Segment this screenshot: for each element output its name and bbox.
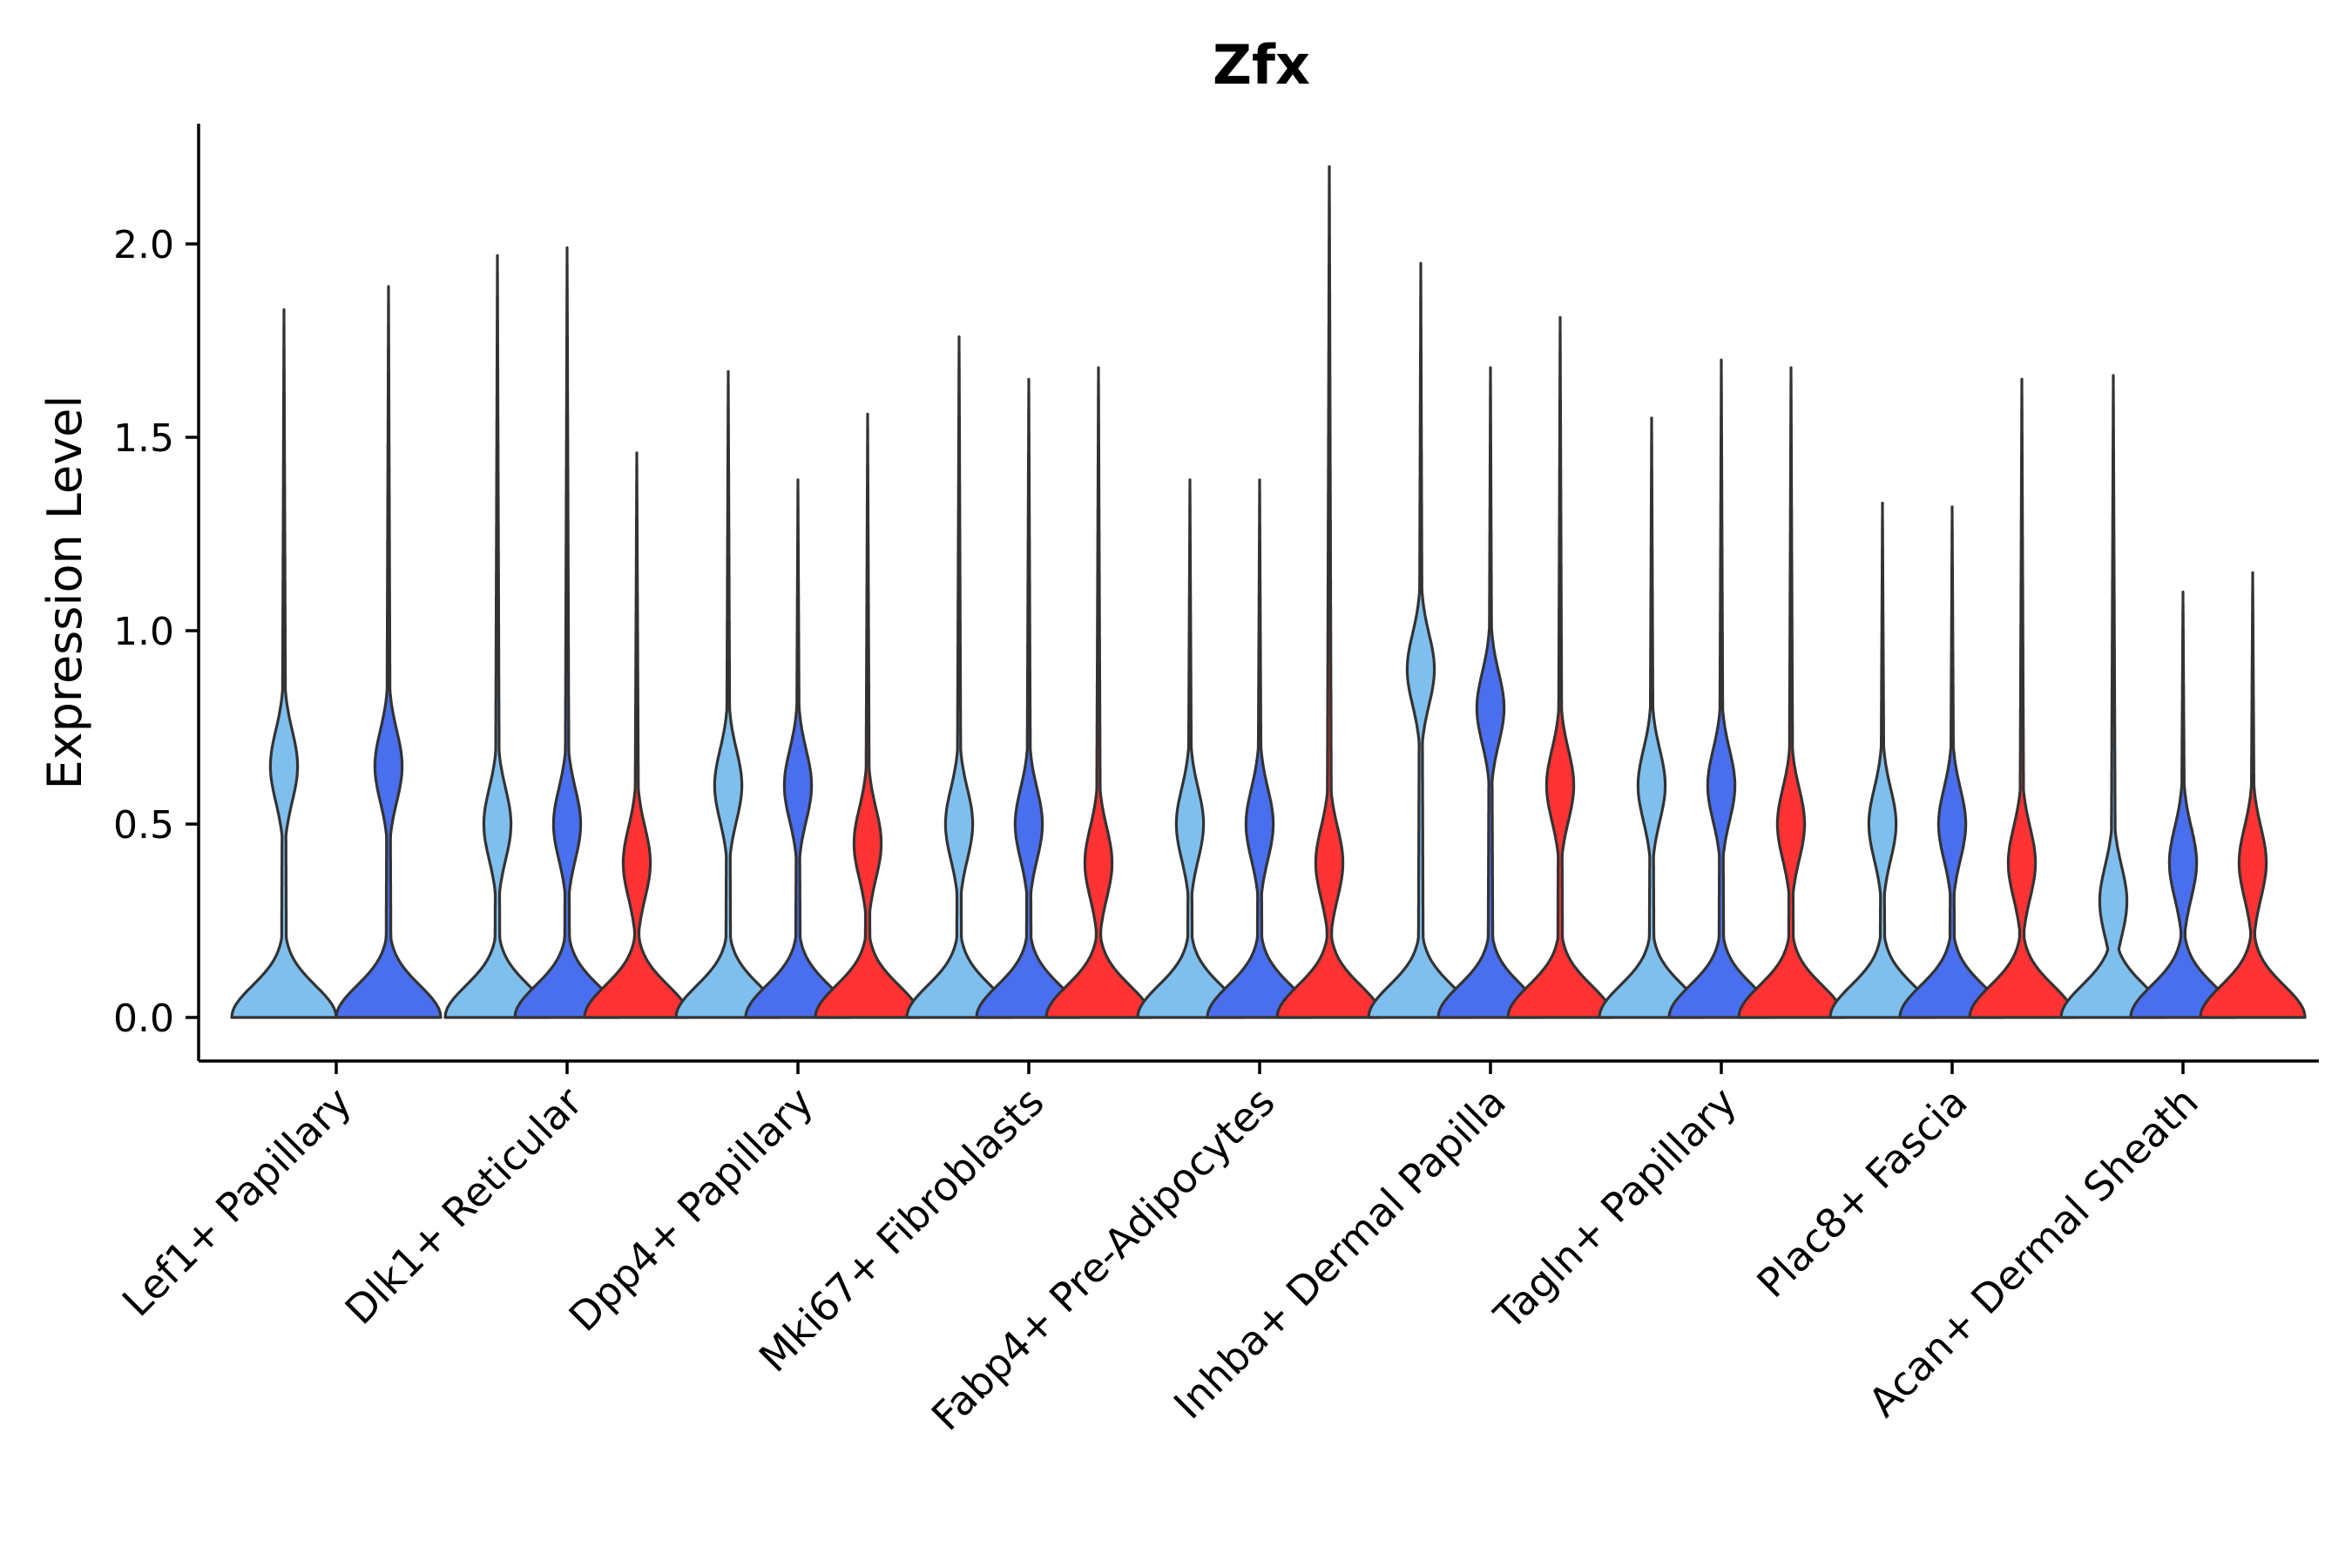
violin-group2 [2129, 591, 2237, 1019]
violin-group2 [744, 478, 852, 1019]
violin-group1 [2059, 374, 2167, 1019]
violin-group1 [674, 369, 782, 1019]
y-tick-label: 1.5 [113, 416, 174, 461]
violin-group3 [583, 451, 691, 1019]
violin-group1 [1367, 261, 1475, 1019]
violin-group2 [1667, 358, 1775, 1019]
violin-layer [230, 165, 2307, 1019]
y-tick-label: 1.0 [113, 610, 174, 654]
violin-group2 [1206, 478, 1314, 1019]
y-tick-label: 0.5 [113, 803, 174, 848]
y-ticks: 0.0 0.5 1.0 1.5 2.0 [113, 223, 199, 1041]
violin-group2 [335, 285, 443, 1019]
violin-group1 [230, 308, 338, 1019]
violin-group2 [513, 246, 621, 1019]
chart-title: Zfx [1213, 33, 1310, 97]
violin-group3 [1506, 315, 1614, 1019]
violin-group3 [1044, 366, 1152, 1019]
violin-group3 [2199, 571, 2307, 1019]
x-category-label: Plac8+ Fascia [1747, 1078, 1976, 1307]
y-tick-label: 0.0 [113, 997, 174, 1041]
x-category-label: Lef1+ Papillary [113, 1078, 361, 1326]
violin-group2 [1436, 366, 1544, 1019]
violin-group1 [1828, 501, 1936, 1019]
y-axis-label: Expression Level [37, 395, 92, 790]
violin-group3 [814, 412, 922, 1019]
violin-group1 [1136, 478, 1244, 1019]
x-category-label: Tagln+ Papillary [1484, 1078, 1746, 1340]
violin-group1 [1598, 416, 1706, 1019]
violin-group2 [975, 377, 1083, 1019]
violin-group3 [1968, 377, 2076, 1019]
violin-group1 [905, 335, 1013, 1019]
violin-group3 [1737, 366, 1845, 1019]
y-tick-label: 2.0 [113, 223, 174, 267]
violin-group1 [443, 253, 551, 1019]
x-category-label: Dlk1+ Reticular [336, 1078, 591, 1334]
violin-group2 [1898, 505, 2006, 1019]
violin-group3 [1275, 165, 1383, 1019]
x-category-label: Dpp4+ Papillary [560, 1078, 822, 1341]
